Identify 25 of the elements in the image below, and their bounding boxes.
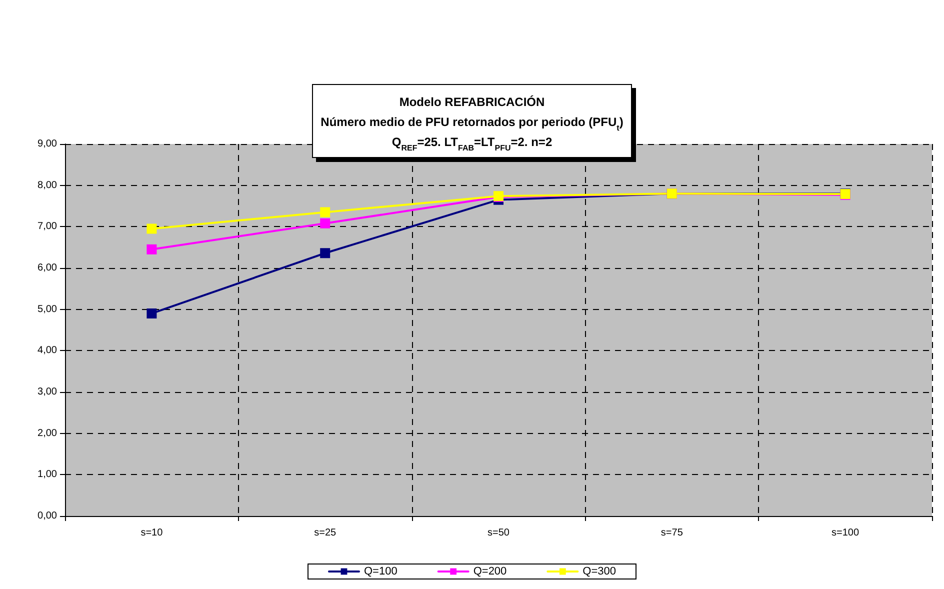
y-tick-label: 4,00 [38,345,58,356]
chart-title: Modelo REFABRICACIÓN [399,95,545,109]
legend-label: Q=300 [582,566,616,578]
y-tick-label: 1,00 [38,469,58,480]
point [320,218,330,228]
point [146,244,157,254]
legend-label: Q=100 [364,566,398,578]
x-tick-label: s=50 [488,528,510,538]
point [146,224,157,234]
point [320,207,330,218]
point [146,308,157,318]
point [320,248,330,258]
x-tick-label: s=100 [832,528,860,538]
y-tick-label: 8,00 [38,180,58,191]
x-tick-label: s=10 [140,528,164,538]
y-tick-label: 7,00 [38,221,58,232]
y-tick-label: 2,00 [38,428,58,439]
legend-label: Q=200 [473,566,507,578]
y-tick-label: 9,00 [38,138,58,150]
y-tick-label: 0,00 [38,510,58,522]
x-tick-label: s=25 [314,528,337,538]
x-tick-label: s=75 [660,528,684,538]
y-tick-label: 6,00 [38,262,58,274]
y-tick-label: 5,00 [38,304,58,315]
y-tick-label: 3,00 [38,386,58,398]
